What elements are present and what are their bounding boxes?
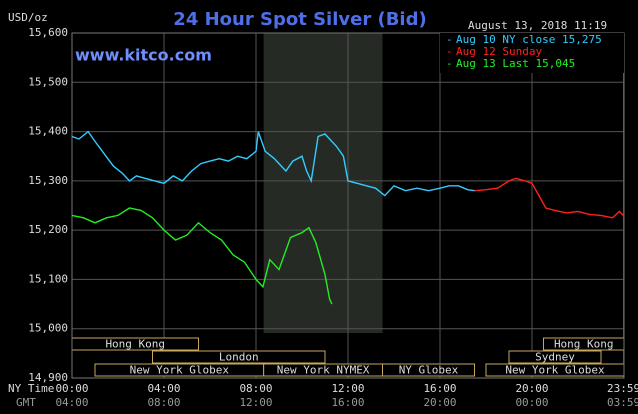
legend-dash: - (446, 57, 453, 70)
x2-tick-label: 00:00 (515, 396, 548, 409)
legend-box (440, 33, 624, 73)
x2-tick-label: 20:00 (423, 396, 456, 409)
x-tick-label: 04:00 (147, 382, 180, 395)
session-label: Hong Kong (554, 338, 614, 351)
session-label: London (219, 351, 259, 364)
legend-dash: - (446, 45, 453, 58)
session-label: New York NYMEX (277, 364, 370, 377)
y-tick-label: 15,000 (28, 322, 68, 335)
y-tick-label: 14,900 (28, 371, 68, 384)
session-label: New York Globex (130, 364, 230, 377)
y-tick-label: 15,100 (28, 272, 68, 285)
x2-tick-label: 04:00 (55, 396, 88, 409)
session-box (152, 350, 326, 364)
x-tick-label: 12:00 (331, 382, 364, 395)
price-line (474, 177, 625, 219)
y-tick-label: 15,300 (28, 174, 68, 187)
x2-axis-label: GMT (16, 396, 36, 409)
session-label: Sydney (535, 351, 575, 364)
x2-tick-label: 12:00 (239, 396, 272, 409)
watermark: www.kitco.com (75, 46, 212, 65)
price-line (71, 207, 333, 305)
legend-dash: - (446, 33, 453, 46)
session-label: New York Globex (505, 364, 605, 377)
price-line (71, 130, 475, 197)
session-label: Hong Kong (105, 338, 165, 351)
y-tick-label: 15,400 (28, 125, 68, 138)
legend-entry: Aug 10 NY close 15,275 (456, 33, 602, 46)
y-tick-label: 15,200 (28, 223, 68, 236)
session-box (382, 363, 475, 377)
shaded-session (263, 33, 383, 333)
plot-frame (71, 32, 625, 379)
session-box (508, 350, 602, 364)
x-tick-label: 08:00 (239, 382, 272, 395)
x-axis-label: NY Time (8, 382, 54, 395)
x2-tick-label: 16:00 (331, 396, 364, 409)
x-tick-label: 00:00 (55, 382, 88, 395)
session-label: NY Globex (399, 364, 459, 377)
x-tick-label: 20:00 (515, 382, 548, 395)
x-tick-label: 16:00 (423, 382, 456, 395)
x2-tick-label: 08:00 (147, 396, 180, 409)
legend-entry: Aug 12 Sunday (456, 45, 542, 58)
legend-entry: Aug 13 Last 15,045 (456, 57, 575, 70)
y-tick-label: 15,600 (28, 26, 68, 39)
x2-tick-label: 03:59 (607, 396, 638, 409)
y-tick-label: 15,500 (28, 75, 68, 88)
y-axis-unit: USD/oz (8, 11, 48, 24)
chart-title: 24 Hour Spot Silver (Bid) (173, 9, 426, 30)
timestamp: August 13, 2018 11:19 (468, 19, 607, 32)
x-tick-label: 23:59 (607, 382, 638, 395)
